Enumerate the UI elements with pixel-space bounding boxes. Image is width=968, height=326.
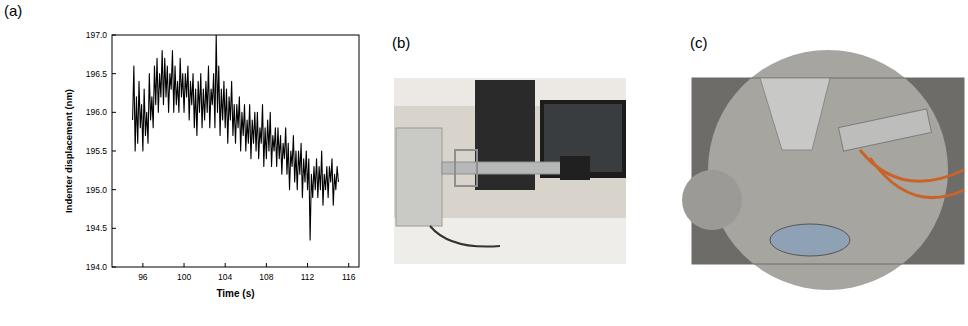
y-tick-label: 195.5 [86,146,108,156]
x-tick-label: 100 [177,272,191,282]
x-tick-label: 96 [138,272,148,282]
photo-stage [770,224,850,256]
y-tick [112,228,116,229]
photo-tube [442,162,572,174]
photo-b [394,78,626,264]
x-tick [307,263,308,267]
photo-bg [394,78,626,264]
photo-cone [760,78,830,150]
y-tick-label: 197.0 [86,30,108,40]
y-tick-label: 196.5 [86,69,108,79]
x-tick [142,263,143,267]
photo-flange [455,150,477,186]
x-tick [184,263,185,267]
y-tick [112,151,116,152]
photo-chamber [396,128,442,226]
y-tick-label: 194.0 [86,262,108,272]
y-tick [112,112,116,113]
panel-label: (a) [4,2,22,19]
photo-cable [430,226,500,247]
photo-camera [560,156,590,180]
plot-frame [112,35,359,267]
photo-probe [838,109,931,151]
y-tick-label: 196.0 [86,107,108,117]
panel-label: (c) [690,34,708,51]
x-axis-title: Time (s) [216,288,254,299]
x-tick [266,263,267,267]
photo-port [682,170,742,230]
x-tick-label: 112 [301,272,315,282]
y-tick [112,73,116,74]
photo-c [682,50,964,290]
data-line [133,35,339,240]
y-tick-label: 194.5 [86,223,108,233]
photo-edge [692,78,964,264]
x-tick [348,263,349,267]
plot-data [133,35,339,240]
x-tick [225,263,226,267]
figure: (a) (b) (c) 194.0 194.5 195.0 195.5 196.0 196.5 1… [0,0,968,326]
y-axis-title: Indenter displacement (nm) [63,89,74,213]
photo-chamber-wall [708,50,948,290]
x-tick-label: 108 [259,272,273,282]
y-tick [112,189,116,190]
y-tick [112,35,116,36]
x-tick-label: 116 [342,272,356,282]
photo-cables [860,150,964,198]
y-tick-label: 195.0 [86,185,108,195]
panel-label: (b) [392,34,410,51]
y-tick [112,267,116,268]
x-tick-label: 104 [218,272,232,282]
